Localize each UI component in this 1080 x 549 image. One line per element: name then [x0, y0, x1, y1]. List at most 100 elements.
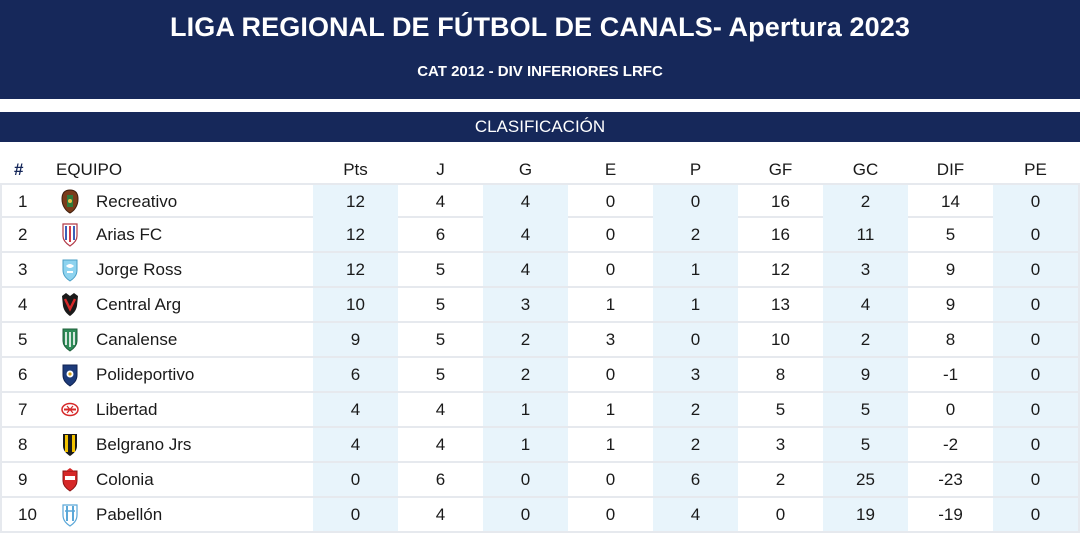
goal-difference-cell: -1 — [942, 365, 959, 384]
drawn-cell: 0 — [605, 470, 616, 489]
goals-against-cell: 5 — [823, 428, 908, 461]
won-cell: 4 — [483, 218, 568, 251]
table-row: 4 Central Arg 10 5 3 1 1 13 4 9 0 — [0, 288, 1080, 323]
won-cell: 1 — [483, 393, 568, 426]
table-row: 7 Libertad 4 4 1 1 2 5 5 0 0 — [0, 393, 1080, 428]
points-cell: 12 — [313, 253, 398, 286]
goals-for-cell: 8 — [775, 365, 786, 384]
table-row: 2 Arias FC 12 6 4 0 2 16 11 5 0 — [0, 218, 1080, 253]
goals-for-cell: 16 — [771, 225, 790, 244]
won-cell: 3 — [483, 288, 568, 321]
won-cell: 0 — [483, 498, 568, 531]
canalense-crest-icon — [54, 323, 84, 356]
played-cell: 6 — [435, 470, 446, 489]
penalties-cell: 0 — [993, 463, 1078, 496]
points-cell: 0 — [313, 463, 398, 496]
position-cell: 7 — [18, 400, 28, 419]
col-header-goal-difference: DIF — [936, 160, 965, 179]
penalties-cell: 0 — [993, 323, 1078, 356]
played-cell: 5 — [435, 365, 446, 384]
goal-difference-cell: -23 — [938, 470, 963, 489]
team-name: Polideportivo — [96, 365, 195, 384]
pabellon-crest-icon — [54, 498, 84, 531]
col-header-won: G — [518, 160, 533, 179]
team-name: Arias FC — [96, 225, 163, 244]
recreativo-crest-icon — [54, 185, 84, 218]
position-cell: 5 — [18, 330, 28, 349]
lost-cell: 0 — [653, 323, 738, 356]
goal-difference-cell: 0 — [945, 400, 956, 419]
lost-cell: 2 — [653, 428, 738, 461]
points-cell: 0 — [313, 498, 398, 531]
goal-difference-cell: 5 — [945, 225, 956, 244]
penalties-cell: 0 — [993, 428, 1078, 461]
won-cell: 1 — [483, 428, 568, 461]
played-cell: 5 — [435, 295, 446, 314]
goals-against-cell: 5 — [823, 393, 908, 426]
position-cell: 6 — [18, 365, 28, 384]
lost-cell: 4 — [653, 498, 738, 531]
polideportivo-crest-icon — [54, 358, 84, 391]
drawn-cell: 0 — [605, 365, 616, 384]
position-cell: 9 — [18, 470, 28, 489]
table-row: 5 Canalense 9 5 2 3 0 10 2 8 0 — [0, 323, 1080, 358]
position-cell: 4 — [18, 295, 28, 314]
col-header-position: # — [14, 160, 24, 179]
position-cell: 1 — [18, 192, 28, 211]
goals-against-cell: 2 — [823, 185, 908, 218]
played-cell: 6 — [435, 225, 446, 244]
team-name: Colonia — [96, 470, 154, 489]
team-name: Canalense — [96, 330, 178, 349]
points-cell: 12 — [313, 185, 398, 218]
goals-against-cell: 25 — [823, 463, 908, 496]
jorge-ross-crest-icon — [54, 253, 84, 286]
goals-for-cell: 5 — [775, 400, 786, 419]
page-title: LIGA REGIONAL DE FÚTBOL DE CANALS- Apert… — [170, 12, 910, 42]
won-cell: 4 — [483, 185, 568, 218]
lost-cell: 2 — [653, 218, 738, 251]
col-header-lost: P — [689, 160, 702, 179]
played-cell: 4 — [435, 435, 446, 454]
penalties-cell: 0 — [993, 498, 1078, 531]
col-header-drawn: E — [604, 160, 617, 179]
goal-difference-cell: 9 — [945, 295, 956, 314]
points-cell: 9 — [313, 323, 398, 356]
goals-for-cell: 3 — [775, 435, 786, 454]
points-cell: 6 — [313, 358, 398, 391]
goals-for-cell: 16 — [771, 192, 790, 211]
played-cell: 4 — [435, 192, 446, 211]
team-name: Libertad — [96, 400, 158, 419]
lost-cell: 0 — [653, 185, 738, 218]
table-row: 1 Recreativo 12 4 4 0 0 16 2 14 0 — [0, 183, 1080, 218]
page-subtitle: CAT 2012 - DIV INFERIORES LRFC — [417, 63, 663, 80]
penalties-cell: 0 — [993, 185, 1078, 218]
team-name: Central Arg — [96, 295, 182, 314]
col-header-points: Pts — [343, 160, 368, 179]
table-row: 10 Pabellón 0 4 0 0 4 0 19 -19 0 — [0, 498, 1080, 533]
arias-fc-crest-icon — [54, 218, 84, 251]
colonia-crest-icon — [54, 463, 84, 496]
lost-cell: 2 — [653, 393, 738, 426]
penalties-cell: 0 — [993, 288, 1078, 321]
lost-cell: 1 — [653, 253, 738, 286]
played-cell: 5 — [435, 330, 446, 349]
goals-for-cell: 12 — [771, 260, 790, 279]
goals-against-cell: 4 — [823, 288, 908, 321]
goal-difference-cell: 14 — [941, 192, 960, 211]
col-header-played: J — [436, 160, 445, 179]
standings-table: 1 Recreativo 12 4 4 0 0 16 2 14 0 2 Arias FC 12 6 4 0 2 16… — [0, 183, 1080, 533]
played-cell: 5 — [435, 260, 446, 279]
lost-cell: 1 — [653, 288, 738, 321]
central-arg-crest-icon — [54, 288, 84, 321]
position-cell: 2 — [18, 225, 28, 244]
team-name: Jorge Ross — [96, 260, 182, 279]
drawn-cell: 1 — [605, 400, 616, 419]
drawn-cell: 0 — [605, 225, 616, 244]
played-cell: 4 — [435, 505, 446, 524]
penalties-cell: 0 — [993, 358, 1078, 391]
goals-against-cell: 11 — [823, 218, 908, 251]
won-cell: 2 — [483, 358, 568, 391]
goal-difference-cell: 8 — [945, 330, 956, 349]
col-header-goals-against: GC — [852, 160, 879, 179]
goals-for-cell: 0 — [775, 505, 786, 524]
